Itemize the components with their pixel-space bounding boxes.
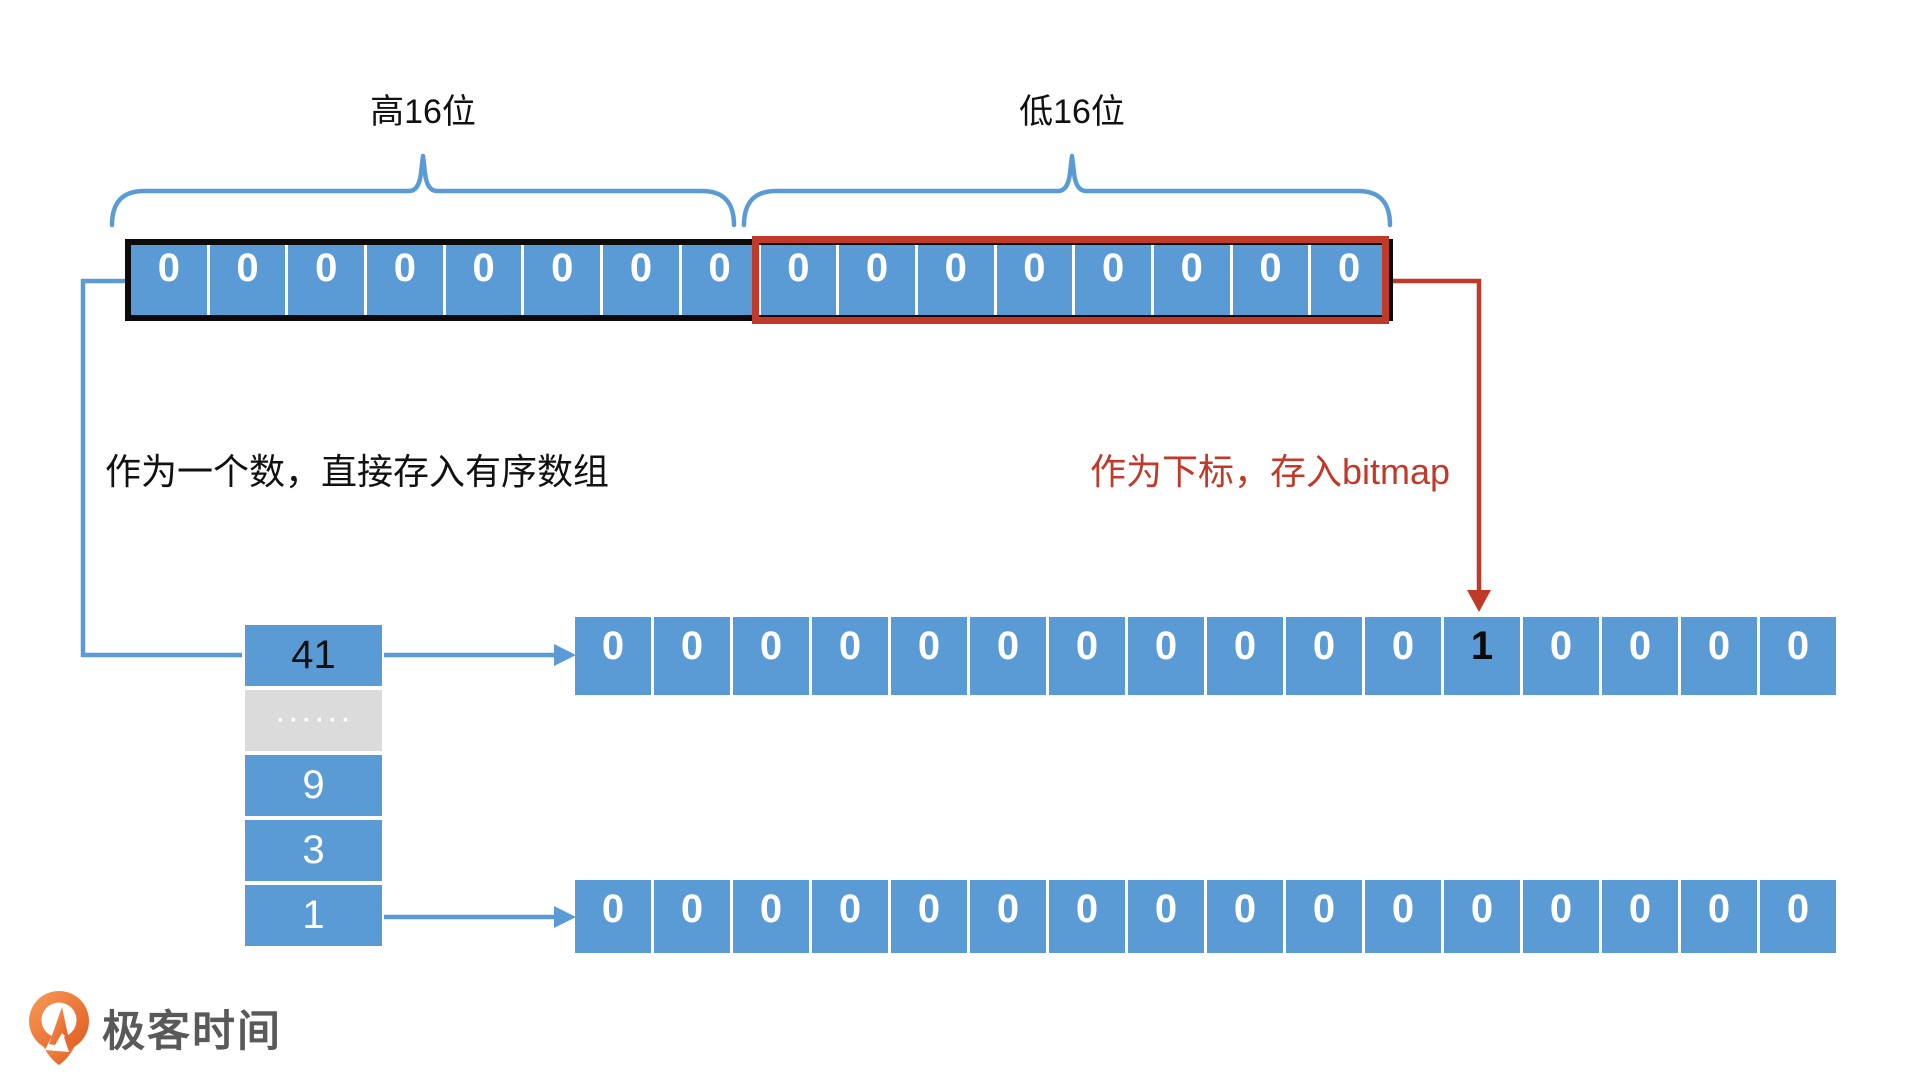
bitmap-cell: 0: [1049, 880, 1125, 953]
bit-cell: 0: [209, 245, 286, 315]
bitmap-cell: 1: [1444, 617, 1520, 695]
bit-cell: 0: [445, 245, 522, 315]
bitmap-cell: 0: [1365, 880, 1441, 953]
bit-cell: 0: [367, 245, 443, 315]
sorted-array-cell: 9: [245, 755, 382, 816]
bit-cell: 0: [524, 245, 601, 315]
bitmap-cell: 0: [812, 880, 888, 953]
bitmap-cell: 0: [1207, 880, 1283, 953]
bitmap-cell: 0: [575, 880, 651, 953]
sorted-array-cell: 3: [245, 820, 382, 881]
bitmap-cell: 0: [1523, 880, 1599, 953]
sorted-array: 41 ······ 9 3 1: [245, 625, 382, 946]
bitmap-cell: 0: [575, 617, 651, 695]
bit-cell: 0: [681, 245, 758, 315]
bit-cell: 0: [1232, 245, 1309, 315]
bit-cell: 0: [996, 245, 1073, 315]
low16-to-bitmap-line: [1391, 278, 1482, 592]
store-bitmap-label: 作为下标，存入bitmap: [1090, 451, 1451, 492]
bitmap-cell: 0: [1365, 617, 1441, 695]
sorted-array-cell: 41: [245, 625, 382, 686]
bitmap-cell: 0: [1128, 880, 1204, 953]
bitmap-cell: 0: [733, 880, 809, 953]
bitmap-cell: 0: [970, 617, 1046, 695]
bitmap-cell: 0: [1681, 880, 1757, 953]
sorted-1-arrowhead: [554, 906, 576, 928]
geektime-logo-text: 极客时间: [102, 1008, 282, 1056]
bitmap-cell: 0: [1681, 617, 1757, 695]
low16-arrowhead-down: [1467, 590, 1491, 612]
bitmap-cell: 0: [1760, 880, 1836, 953]
bitmap-cell: 0: [891, 617, 967, 695]
bit-cell: 0: [131, 245, 207, 315]
bitmap-cell: 0: [970, 880, 1046, 953]
bit-cell: 0: [839, 245, 915, 315]
store-number-label: 作为一个数，直接存入有序数组: [105, 451, 610, 492]
geektime-logo-icon: [29, 991, 89, 1065]
bitmap-cell: 0: [1286, 617, 1362, 695]
bitmap-cell: 0: [733, 617, 809, 695]
low16-red-outline: [752, 236, 1389, 324]
bitmap-cell: 0: [1128, 617, 1204, 695]
bitmap-cell: 0: [654, 880, 730, 953]
sorted-array-cell: 1: [245, 885, 382, 946]
bitmap-cell: 0: [812, 617, 888, 695]
bitmap-cell: 0: [1049, 617, 1125, 695]
bit-cell: 0: [288, 245, 365, 315]
bitmap-cell: 0: [1760, 617, 1836, 695]
high16-label: 高16位: [370, 93, 476, 131]
bit-cell: 0: [760, 245, 837, 315]
bitmap-cell: 0: [654, 617, 730, 695]
bitmap-cell: 0: [1602, 617, 1678, 695]
bitmap-cell: 0: [1523, 617, 1599, 695]
bit-cell: 0: [1153, 245, 1230, 315]
sorted-array-cell: ······: [245, 690, 382, 751]
bitmap-cell: 0: [1602, 880, 1678, 953]
high16-brace: [109, 153, 737, 228]
geektime-logo: 极客时间: [26, 990, 282, 1066]
low16-brace: [741, 153, 1393, 228]
bitmap-cell: 0: [1286, 880, 1362, 953]
bit-cell: 0: [1075, 245, 1151, 315]
bit-cell: 0: [603, 245, 679, 315]
bitmap-cell: 0: [1444, 880, 1520, 953]
low16-label: 低16位: [1019, 93, 1125, 131]
sorted-41-arrowhead: [554, 644, 576, 666]
bit-cell: 0: [917, 245, 994, 315]
bit-cell: 0: [1311, 245, 1387, 315]
bitmap-cell: 0: [891, 880, 967, 953]
bitmap-cell: 0: [1207, 617, 1283, 695]
